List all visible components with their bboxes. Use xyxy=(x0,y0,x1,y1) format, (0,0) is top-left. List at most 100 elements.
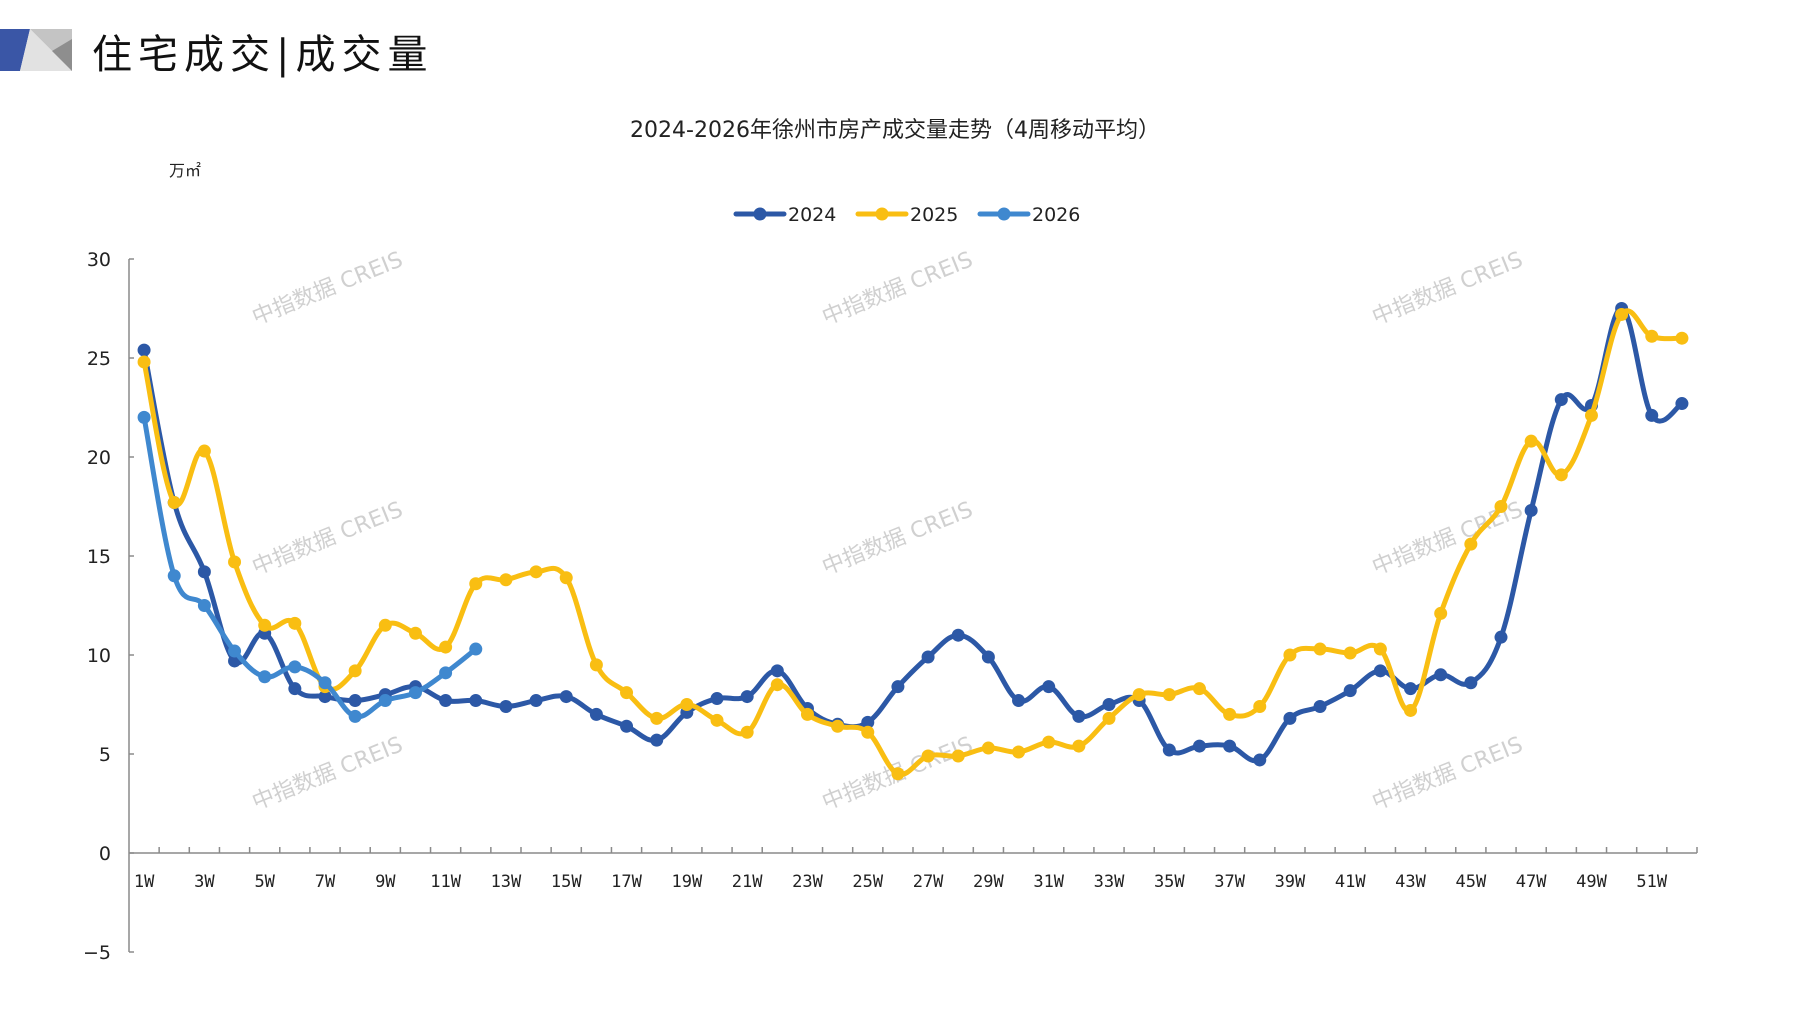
legend-label-2026: 2026 xyxy=(1032,204,1080,226)
data-point-2025 xyxy=(921,749,935,763)
data-point-2024 xyxy=(137,343,151,357)
watermark-text: 中指数据 CREIS xyxy=(819,247,977,330)
x-tick-label: 17W xyxy=(611,872,642,892)
data-point-2025 xyxy=(1524,434,1538,448)
chart-title: 2024-2026年徐州市房产成交量走势（4周移动平均） xyxy=(630,118,1160,143)
x-tick-label: 37W xyxy=(1214,872,1245,892)
data-point-2025 xyxy=(167,496,181,510)
data-point-2024 xyxy=(499,699,513,713)
data-point-2025 xyxy=(1223,707,1237,721)
data-point-2025 xyxy=(981,741,995,755)
data-point-2025 xyxy=(951,749,965,763)
data-point-2024 xyxy=(1162,743,1176,757)
legend-marker-2026 xyxy=(997,207,1011,221)
data-point-2024 xyxy=(1373,664,1387,678)
x-tick-label: 9W xyxy=(375,872,396,892)
data-point-2025 xyxy=(1434,606,1448,620)
legend-marker-2024 xyxy=(753,207,767,221)
x-tick-label: 31W xyxy=(1033,872,1064,892)
x-tick-label: 47W xyxy=(1516,872,1547,892)
data-point-2025 xyxy=(1253,699,1267,713)
x-tick-label: 49W xyxy=(1576,872,1607,892)
data-point-2024 xyxy=(1283,711,1297,725)
x-tick-label: 43W xyxy=(1395,872,1426,892)
legend-label-2025: 2025 xyxy=(910,204,958,226)
data-point-2025 xyxy=(378,618,392,632)
legend-marker-2025 xyxy=(875,207,889,221)
data-point-2024 xyxy=(1192,739,1206,753)
data-point-2025 xyxy=(800,707,814,721)
data-point-2025 xyxy=(1132,688,1146,702)
data-point-2025 xyxy=(1584,408,1598,422)
data-point-2024 xyxy=(559,690,573,704)
x-tick-label: 7W xyxy=(315,872,336,892)
data-point-2024 xyxy=(1102,698,1116,711)
y-tick-label: 20 xyxy=(87,447,111,469)
data-point-2024 xyxy=(1313,699,1327,713)
data-point-2025 xyxy=(137,355,151,369)
data-point-2025 xyxy=(408,626,422,640)
series-line-2025 xyxy=(141,308,1685,777)
x-tick-label: 35W xyxy=(1154,872,1185,892)
data-point-2025 xyxy=(1192,682,1206,696)
data-point-2025 xyxy=(1404,703,1418,717)
x-tick-label: 21W xyxy=(732,872,763,892)
data-point-2025 xyxy=(1072,739,1086,753)
data-point-2025 xyxy=(1554,468,1568,482)
data-point-2025 xyxy=(891,767,905,781)
x-tick-label: 27W xyxy=(913,872,944,892)
data-point-2024 xyxy=(1494,630,1508,644)
data-point-2024 xyxy=(1675,397,1689,411)
data-point-2024 xyxy=(1072,709,1086,723)
x-tick-label: 23W xyxy=(792,872,823,892)
data-point-2026 xyxy=(318,676,332,690)
data-point-2025 xyxy=(228,555,242,569)
data-point-2024 xyxy=(197,565,211,579)
data-point-2024 xyxy=(288,682,302,696)
data-point-2026 xyxy=(137,410,151,424)
x-tick-label: 39W xyxy=(1275,872,1306,892)
data-point-2025 xyxy=(439,640,453,654)
data-point-2024 xyxy=(1253,753,1267,767)
x-tick-label: 33W xyxy=(1094,872,1125,892)
data-point-2024 xyxy=(1524,503,1538,517)
axes: −5 0 5 10 15 20 25 30 1W 3W 5W 7W 9W 11W 13W 15W 17W 19W 2… xyxy=(83,249,1698,964)
data-point-2024 xyxy=(318,690,332,704)
data-point-2024 xyxy=(469,694,483,708)
watermark-text: 中指数据 CREIS xyxy=(249,247,407,330)
data-point-2026 xyxy=(348,709,362,723)
data-point-2025 xyxy=(831,719,845,733)
x-tick-label: 29W xyxy=(973,872,1004,892)
data-point-2025 xyxy=(348,664,362,678)
y-tick-label: 10 xyxy=(87,645,111,667)
data-point-2025 xyxy=(710,713,724,727)
data-point-2024 xyxy=(1464,676,1478,690)
y-tick-label: 5 xyxy=(99,744,111,766)
data-point-2025 xyxy=(559,571,573,585)
data-point-2024 xyxy=(981,650,995,664)
x-tick-label: 13W xyxy=(491,872,522,892)
data-point-2025 xyxy=(469,577,483,591)
data-point-2025 xyxy=(620,686,634,700)
y-tick-label: 15 xyxy=(87,546,111,568)
data-point-2024 xyxy=(1343,684,1357,698)
data-point-2025 xyxy=(1343,646,1357,660)
data-point-2025 xyxy=(529,565,543,579)
data-point-2024 xyxy=(620,719,634,733)
x-tick-label: 25W xyxy=(852,872,883,892)
y-tick-label: 0 xyxy=(99,843,111,865)
x-tick-label: 11W xyxy=(430,872,461,892)
watermarks: 中指数据 CREIS 中指数据 CREIS 中指数据 CREIS 中指数据 CREIS… xyxy=(249,247,1527,815)
y-tick-label: 30 xyxy=(87,249,111,271)
data-point-2024 xyxy=(589,707,603,721)
data-point-2025 xyxy=(1313,642,1327,656)
data-point-2025 xyxy=(1464,537,1478,551)
data-point-2025 xyxy=(650,711,664,725)
data-point-2025 xyxy=(1102,711,1116,725)
data-point-2024 xyxy=(891,680,905,694)
series-2026 xyxy=(137,410,483,723)
data-point-2025 xyxy=(1373,642,1387,656)
watermark-text: 中指数据 CREIS xyxy=(1369,732,1527,815)
data-point-2024 xyxy=(439,694,453,708)
